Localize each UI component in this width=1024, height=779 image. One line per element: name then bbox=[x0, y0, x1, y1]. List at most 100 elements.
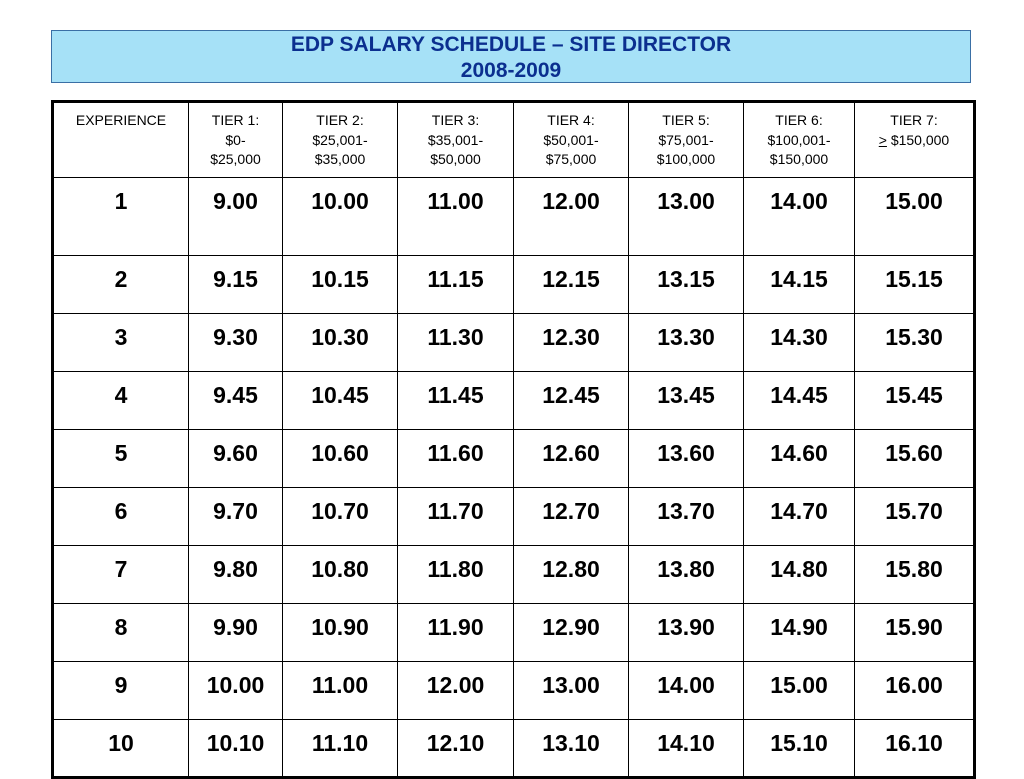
salary-cell: 14.45 bbox=[743, 371, 855, 430]
tier-header: TIER 1: $0- $25,000 bbox=[188, 101, 283, 178]
table-row: 2 9.15 10.15 11.15 12.15 13.15 14.15 15.15 bbox=[52, 255, 975, 314]
table-row: 4 9.45 10.45 11.45 12.45 13.45 14.45 15.45 bbox=[52, 371, 975, 430]
salary-cell: 12.80 bbox=[513, 545, 629, 604]
tier-range-start: $35,001- bbox=[427, 132, 484, 148]
salary-cell: 11.00 bbox=[282, 661, 398, 720]
table-body: 1 9.00 10.00 11.00 12.00 13.00 14.00 15.00 2 9.15… bbox=[52, 177, 975, 778]
salary-cell: 11.90 bbox=[397, 603, 514, 662]
salary-cell: 11.80 bbox=[397, 545, 514, 604]
tier-header: TIER 4: $50,001- $75,000 bbox=[513, 101, 629, 178]
tier-range-start: > $150,000 bbox=[857, 131, 971, 150]
page-title: EDP SALARY SCHEDULE – SITE DIRECTOR bbox=[290, 33, 732, 56]
salary-cell: 10.15 bbox=[282, 255, 398, 314]
tier-range-end: $35,000 bbox=[314, 151, 366, 167]
salary-cell: 12.30 bbox=[513, 313, 629, 372]
table-header-row: EXPERIENCE TIER 1: $0- $25,000 TIER 2: $… bbox=[52, 101, 975, 178]
salary-cell: 14.10 bbox=[628, 719, 744, 778]
tier-range-start: $25,001- bbox=[312, 132, 368, 148]
table-row: 6 9.70 10.70 11.70 12.70 13.70 14.70 15.70 bbox=[52, 487, 975, 546]
salary-cell: 10.70 bbox=[282, 487, 398, 546]
table-row: 7 9.80 10.80 11.80 12.80 13.80 14.80 15.80 bbox=[52, 545, 975, 604]
salary-cell: 13.00 bbox=[513, 661, 629, 720]
salary-cell: 15.00 bbox=[743, 661, 855, 720]
experience-cell: 2 bbox=[52, 255, 189, 314]
salary-cell: 13.60 bbox=[628, 429, 744, 488]
salary-cell: 9.80 bbox=[188, 545, 283, 604]
table-row: 5 9.60 10.60 11.60 12.60 13.60 14.60 15.60 bbox=[52, 429, 975, 488]
tier-header: TIER 7: > $150,000 bbox=[854, 101, 975, 178]
salary-cell: 14.60 bbox=[743, 429, 855, 488]
salary-cell: 10.00 bbox=[188, 661, 283, 720]
salary-cell: 15.80 bbox=[854, 545, 975, 604]
salary-schedule-table: EXPERIENCE TIER 1: $0- $25,000 TIER 2: $… bbox=[51, 100, 976, 779]
salary-cell: 9.45 bbox=[188, 371, 283, 430]
salary-cell: 14.30 bbox=[743, 313, 855, 372]
tier-range-start: $50,001- bbox=[543, 132, 599, 148]
salary-cell: 13.15 bbox=[628, 255, 744, 314]
salary-cell: 14.00 bbox=[743, 177, 855, 256]
experience-cell: 6 bbox=[52, 487, 189, 546]
tier-header: TIER 6: $100,001- $150,000 bbox=[743, 101, 855, 178]
salary-cell: 13.70 bbox=[628, 487, 744, 546]
salary-cell: 10.80 bbox=[282, 545, 398, 604]
tier-range-end: $25,000 bbox=[210, 151, 261, 167]
salary-cell: 9.70 bbox=[188, 487, 283, 546]
salary-cell: 14.80 bbox=[743, 545, 855, 604]
experience-cell: 1 bbox=[52, 177, 189, 256]
salary-cell: 16.10 bbox=[854, 719, 975, 778]
tier-header: TIER 3: $35,001- $50,000 bbox=[397, 101, 514, 178]
page-subtitle-year: 2008-2009 bbox=[460, 59, 562, 82]
experience-cell: 9 bbox=[52, 661, 189, 720]
tier-range-end: $50,000 bbox=[430, 151, 481, 167]
tier-range-start: $100,001- bbox=[767, 132, 831, 148]
tier-name: TIER 4: bbox=[547, 112, 595, 128]
salary-cell: 9.30 bbox=[188, 313, 283, 372]
tier-name: TIER 2: bbox=[316, 112, 364, 128]
salary-cell: 11.10 bbox=[282, 719, 398, 778]
salary-cell: 10.60 bbox=[282, 429, 398, 488]
table-row: 1 9.00 10.00 11.00 12.00 13.00 14.00 15.00 bbox=[52, 177, 975, 256]
salary-cell: 14.70 bbox=[743, 487, 855, 546]
salary-cell: 12.70 bbox=[513, 487, 629, 546]
tier-name: TIER 5: bbox=[662, 112, 710, 128]
salary-cell: 15.45 bbox=[854, 371, 975, 430]
salary-cell: 12.45 bbox=[513, 371, 629, 430]
tier-range-start: $75,001- bbox=[658, 132, 714, 148]
experience-cell: 5 bbox=[52, 429, 189, 488]
tier-header: TIER 5: $75,001- $100,000 bbox=[628, 101, 744, 178]
salary-cell: 11.70 bbox=[397, 487, 514, 546]
tier-name: TIER 7: bbox=[890, 112, 938, 128]
salary-cell: 14.15 bbox=[743, 255, 855, 314]
experience-cell: 7 bbox=[52, 545, 189, 604]
tier-name: TIER 6: bbox=[775, 112, 823, 128]
salary-cell: 11.45 bbox=[397, 371, 514, 430]
table-row: 9 10.00 11.00 12.00 13.00 14.00 15.00 16.00 bbox=[52, 661, 975, 720]
salary-cell: 12.60 bbox=[513, 429, 629, 488]
salary-cell: 14.90 bbox=[743, 603, 855, 662]
salary-cell: 10.00 bbox=[282, 177, 398, 256]
salary-cell: 13.30 bbox=[628, 313, 744, 372]
salary-cell: 15.30 bbox=[854, 313, 975, 372]
salary-cell: 12.90 bbox=[513, 603, 629, 662]
tier-header: TIER 2: $25,001- $35,000 bbox=[282, 101, 398, 178]
salary-cell: 12.00 bbox=[397, 661, 514, 720]
tier-range-end: $75,000 bbox=[545, 151, 597, 167]
salary-cell: 14.00 bbox=[628, 661, 744, 720]
salary-cell: 13.45 bbox=[628, 371, 744, 430]
table-row: 10 10.10 11.10 12.10 13.10 14.10 15.10 16.10 bbox=[52, 719, 975, 778]
tier-range-value: $150,000 bbox=[886, 132, 950, 148]
tier-range-end: $150,000 bbox=[769, 151, 829, 167]
salary-cell: 15.10 bbox=[743, 719, 855, 778]
salary-cell: 9.00 bbox=[188, 177, 283, 256]
salary-cell: 15.90 bbox=[854, 603, 975, 662]
salary-cell: 12.10 bbox=[397, 719, 514, 778]
tier-name: TIER 1: bbox=[211, 112, 260, 128]
salary-cell: 13.80 bbox=[628, 545, 744, 604]
salary-cell: 10.45 bbox=[282, 371, 398, 430]
table-row: 3 9.30 10.30 11.30 12.30 13.30 14.30 15.30 bbox=[52, 313, 975, 372]
title-banner: EDP SALARY SCHEDULE – SITE DIRECTOR 2008… bbox=[51, 30, 971, 83]
salary-cell: 10.30 bbox=[282, 313, 398, 372]
greater-equal-symbol: > bbox=[878, 132, 887, 148]
experience-cell: 8 bbox=[52, 603, 189, 662]
salary-cell: 11.60 bbox=[397, 429, 514, 488]
